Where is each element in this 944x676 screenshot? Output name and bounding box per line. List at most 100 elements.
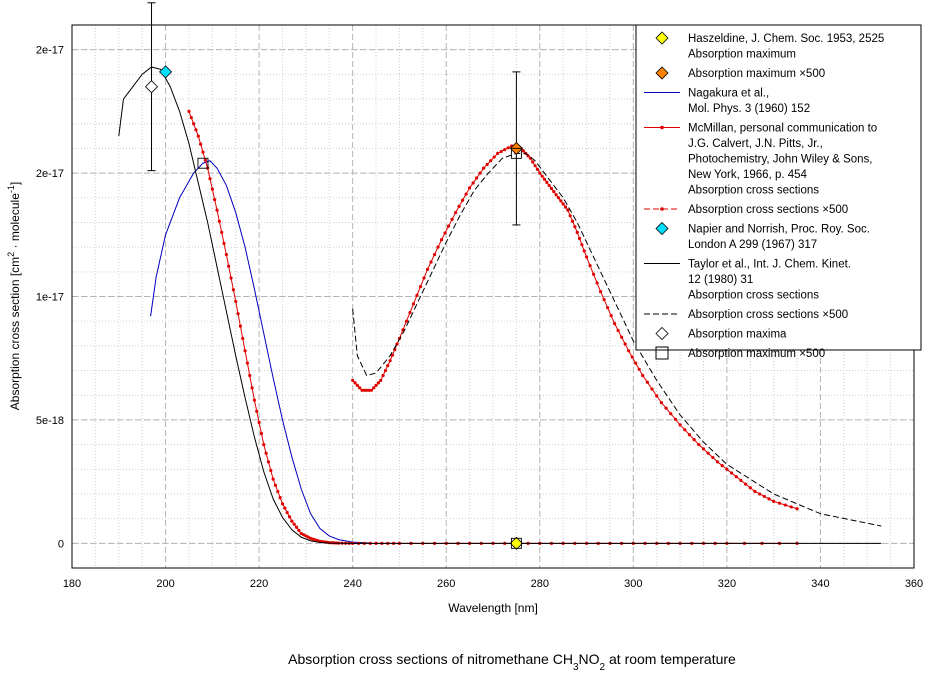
series-marker-2 bbox=[692, 438, 696, 442]
series-marker-2 bbox=[545, 180, 549, 184]
series-marker-2 bbox=[496, 151, 500, 155]
series-marker-2 bbox=[443, 231, 447, 235]
series-marker-2 bbox=[401, 328, 405, 332]
series-marker-1 bbox=[201, 150, 205, 154]
series-marker-2 bbox=[432, 252, 437, 257]
series-marker-2 bbox=[381, 373, 385, 378]
series-marker-2 bbox=[542, 177, 547, 181]
series-marker-1 bbox=[217, 219, 221, 223]
x-axis-ticks: 180 200 220 240 260 280 300 320 340 360 bbox=[63, 578, 923, 590]
series-marker-2 bbox=[411, 302, 416, 306]
series-marker-1 bbox=[262, 442, 266, 447]
x-tick-label: 360 bbox=[905, 578, 923, 590]
series-marker-2 bbox=[602, 297, 606, 302]
series-marker-1 bbox=[238, 324, 242, 328]
series-marker-2 bbox=[687, 433, 692, 437]
legend-symbol-0 bbox=[655, 31, 669, 45]
series-marker-2 bbox=[673, 417, 678, 421]
series-group bbox=[118, 66, 882, 545]
series-marker-2 bbox=[609, 314, 613, 318]
legend-marker-3 bbox=[660, 125, 664, 130]
legend-label-5: Napier and Norrish, Proc. Roy. Soc. bbox=[688, 224, 870, 236]
series-marker-1 bbox=[224, 252, 228, 257]
series-marker-1 bbox=[203, 158, 207, 162]
series-marker-1 bbox=[227, 264, 231, 268]
series-marker-1 bbox=[290, 519, 294, 523]
series-marker-2 bbox=[582, 249, 586, 253]
series-marker-2 bbox=[748, 486, 752, 490]
series-marker-2 bbox=[367, 388, 371, 392]
legend-symbol-5 bbox=[655, 221, 669, 236]
x-tick-label: 180 bbox=[63, 578, 81, 590]
series-marker-1 bbox=[278, 496, 282, 500]
series-marker-2 bbox=[715, 460, 720, 464]
series-marker-2 bbox=[627, 349, 631, 353]
series-marker-2 bbox=[453, 210, 458, 215]
series-marker-2 bbox=[655, 394, 659, 398]
legend-symbol-9 bbox=[655, 346, 669, 360]
legend-label-1: Absorption maximum ×500 bbox=[688, 68, 825, 80]
series-marker-2 bbox=[683, 428, 687, 432]
series-marker-1 bbox=[294, 525, 299, 529]
series-marker-2 bbox=[422, 276, 426, 280]
series-marker-2 bbox=[492, 155, 496, 159]
series-marker-2 bbox=[758, 492, 762, 496]
series-marker-2 bbox=[606, 306, 610, 310]
x-tick-label: 300 bbox=[624, 578, 642, 590]
series-marker-1 bbox=[229, 276, 233, 280]
y-axis-ticks: 0 5e-18 1e-17 2e-17 2e-17 bbox=[36, 45, 64, 551]
series-marker-2 bbox=[634, 361, 638, 365]
series-marker-2 bbox=[659, 401, 664, 405]
series-marker-1 bbox=[220, 230, 224, 234]
series-marker-2 bbox=[471, 181, 475, 185]
x-tick-label: 260 bbox=[437, 578, 455, 590]
legend: Haszeldine, J. Chem. Soc. 1953, 2525 Abso… bbox=[635, 24, 922, 360]
series-marker-2 bbox=[538, 171, 542, 175]
series-marker-2 bbox=[711, 455, 715, 460]
series-marker-2 bbox=[734, 475, 738, 479]
legend-label-7: Absorption cross sections ×500 bbox=[688, 309, 848, 321]
series-marker-2 bbox=[360, 388, 364, 392]
series-marker-2 bbox=[353, 381, 357, 385]
series-marker-2 bbox=[390, 353, 395, 357]
series-marker-2 bbox=[762, 494, 766, 499]
legend-label-0: Haszeldine, J. Chem. Soc. 1953, 2525 bbox=[688, 33, 884, 45]
series-marker-1 bbox=[252, 398, 257, 402]
series-marker-2 bbox=[777, 501, 782, 505]
series-marker-2 bbox=[549, 186, 554, 191]
series-marker-1 bbox=[259, 431, 264, 436]
series-marker-2 bbox=[570, 219, 575, 223]
series-marker-2 bbox=[388, 359, 392, 363]
series-marker-2 bbox=[566, 208, 570, 212]
y-tick-label: 2e-17 bbox=[36, 168, 64, 180]
legend-label-5: London A 299 (1967) 317 bbox=[688, 239, 817, 251]
series-marker-2 bbox=[429, 260, 433, 264]
series-marker-2 bbox=[616, 328, 620, 333]
series-marker-2 bbox=[620, 335, 624, 339]
series-marker-1 bbox=[236, 312, 240, 316]
series-marker-1 bbox=[189, 115, 193, 120]
legend-symbol-1 bbox=[655, 66, 669, 80]
series-marker-2 bbox=[408, 310, 412, 315]
series-marker-2 bbox=[575, 230, 579, 234]
series-marker-1 bbox=[234, 299, 238, 304]
series-marker-1 bbox=[273, 483, 278, 487]
series-marker-2 bbox=[358, 386, 362, 390]
series-marker-2 bbox=[439, 238, 444, 242]
series-marker-2 bbox=[547, 183, 551, 188]
series-marker-2 bbox=[379, 378, 383, 383]
series-marker-1 bbox=[257, 420, 261, 424]
legend-label-3: Absorption cross sections bbox=[688, 185, 819, 197]
legend-label-6: 12 (1980) 31 bbox=[688, 274, 753, 286]
series-marker-2 bbox=[588, 264, 592, 268]
chart-title: Absorption cross sections of nitromethan… bbox=[288, 651, 736, 673]
series-marker-2 bbox=[464, 192, 468, 196]
legend-label-0: Absorption maximum bbox=[688, 49, 796, 61]
series-marker-1 bbox=[187, 109, 191, 113]
legend-label-3: Photochemistry, John Wiley & Sons, bbox=[688, 154, 873, 166]
x-tick-label: 280 bbox=[531, 578, 549, 590]
series-marker-2 bbox=[372, 386, 376, 390]
series-marker-2 bbox=[460, 198, 465, 202]
series-marker-2 bbox=[591, 272, 596, 276]
point-markers bbox=[144, 2, 523, 550]
